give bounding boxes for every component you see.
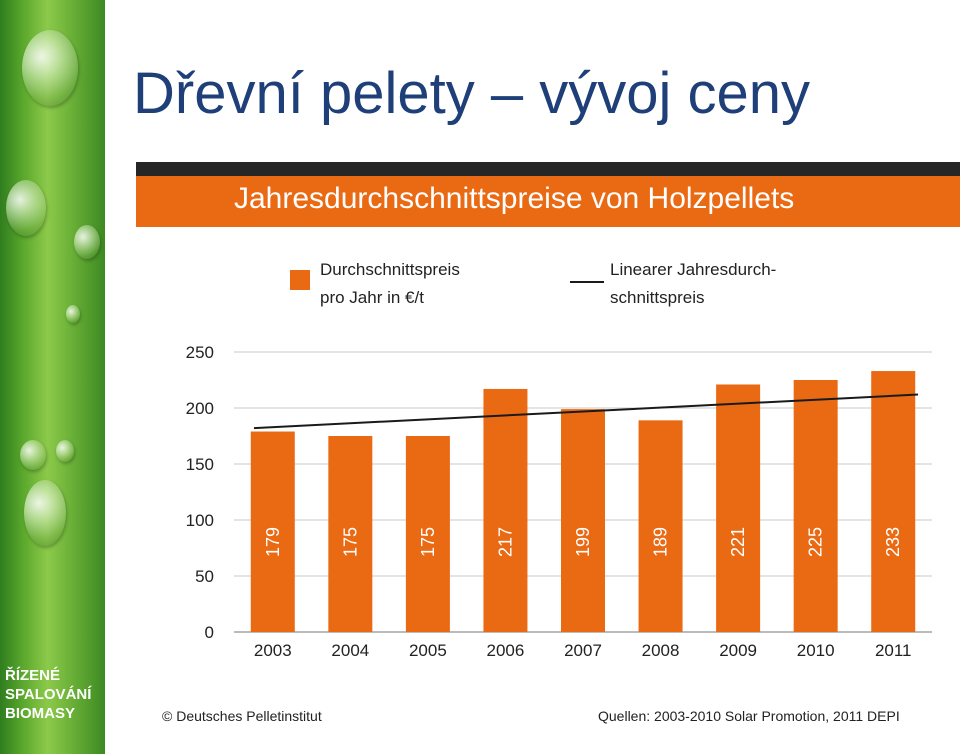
x-tick-label: 2004 xyxy=(331,641,369,660)
bar-value-label: 217 xyxy=(495,527,515,557)
bar-value-label: 175 xyxy=(340,527,360,557)
side-label-line: BIOMASY xyxy=(5,705,76,722)
water-drop xyxy=(6,180,46,236)
side-label-line: SPALOVÁNÍ xyxy=(5,686,92,703)
bar-value-label: 233 xyxy=(883,527,903,557)
x-tick-label: 2005 xyxy=(409,641,447,660)
chart-plot: 0 50 100 150 200 250 179 2003 175 2004 175 2005 217 2… xyxy=(186,343,932,660)
water-drop xyxy=(24,480,66,546)
bar-value-label: 221 xyxy=(728,527,748,557)
bar-value-label: 175 xyxy=(418,527,438,557)
bar xyxy=(716,384,761,632)
bar xyxy=(871,371,916,632)
bar-value-label: 225 xyxy=(806,527,826,557)
bar xyxy=(793,380,838,632)
bar-value-label: 189 xyxy=(651,527,671,557)
y-tick-label: 0 xyxy=(205,623,214,642)
x-tick-label: 2003 xyxy=(254,641,292,660)
bar xyxy=(638,420,683,632)
x-tick-label: 2008 xyxy=(642,641,680,660)
slide-title: Dřevní pelety – vývoj ceny xyxy=(133,61,810,126)
chart-source: Quellen: 2003-2010 Solar Promotion, 2011… xyxy=(598,708,900,724)
x-tick-label: 2007 xyxy=(564,641,602,660)
leaf-background xyxy=(0,0,105,754)
water-drop xyxy=(20,440,46,470)
chart-title-band: Jahresdurchschnittspreise von Holzpellet… xyxy=(136,176,960,227)
side-label: ŘÍZENÉ SPALOVÁNÍ BIOMASY xyxy=(5,666,105,723)
x-tick-label: 2009 xyxy=(719,641,757,660)
chart-credit: © Deutsches Pelletinstitut xyxy=(162,708,322,724)
legend-bar-label: Durchschnittspreis pro Jahr in €/t xyxy=(320,256,520,312)
bar xyxy=(483,388,528,632)
bar xyxy=(405,436,450,632)
x-tick-label: 2010 xyxy=(797,641,835,660)
water-drop xyxy=(56,440,74,462)
legend-bar-label-line: pro Jahr in €/t xyxy=(320,288,424,307)
bar xyxy=(561,409,605,632)
water-drop xyxy=(74,225,100,259)
legend-bar-swatch xyxy=(290,270,310,290)
bar xyxy=(250,431,295,632)
y-tick-label: 100 xyxy=(186,511,214,530)
y-tick-label: 200 xyxy=(186,399,214,418)
chart-panel: Jahresdurchschnittspreise von Holzpellet… xyxy=(136,162,960,734)
water-drop xyxy=(22,30,78,106)
water-drop xyxy=(66,305,80,323)
y-tick-label: 150 xyxy=(186,455,214,474)
legend-bar-label-line: Durchschnittspreis xyxy=(320,260,460,279)
legend-line-swatch xyxy=(570,281,604,283)
bar-value-label: 199 xyxy=(573,527,593,557)
chart-title: Jahresdurchschnittspreise von Holzpellet… xyxy=(234,182,795,215)
bar-value-label: 179 xyxy=(263,527,283,557)
x-tick-label: 2011 xyxy=(875,641,912,660)
legend-line-label-line: schnittspreis xyxy=(610,288,705,307)
legend-line-label: Linearer Jahresdurch- schnittspreis xyxy=(610,256,810,312)
trend-line xyxy=(253,393,919,430)
legend-line-label-line: Linearer Jahresdurch- xyxy=(610,260,777,279)
x-tick-label: 2006 xyxy=(487,641,525,660)
y-tick-label: 250 xyxy=(186,343,214,362)
y-tick-label: 50 xyxy=(195,567,214,586)
bar xyxy=(328,436,373,632)
side-label-line: ŘÍZENÉ xyxy=(5,667,61,684)
